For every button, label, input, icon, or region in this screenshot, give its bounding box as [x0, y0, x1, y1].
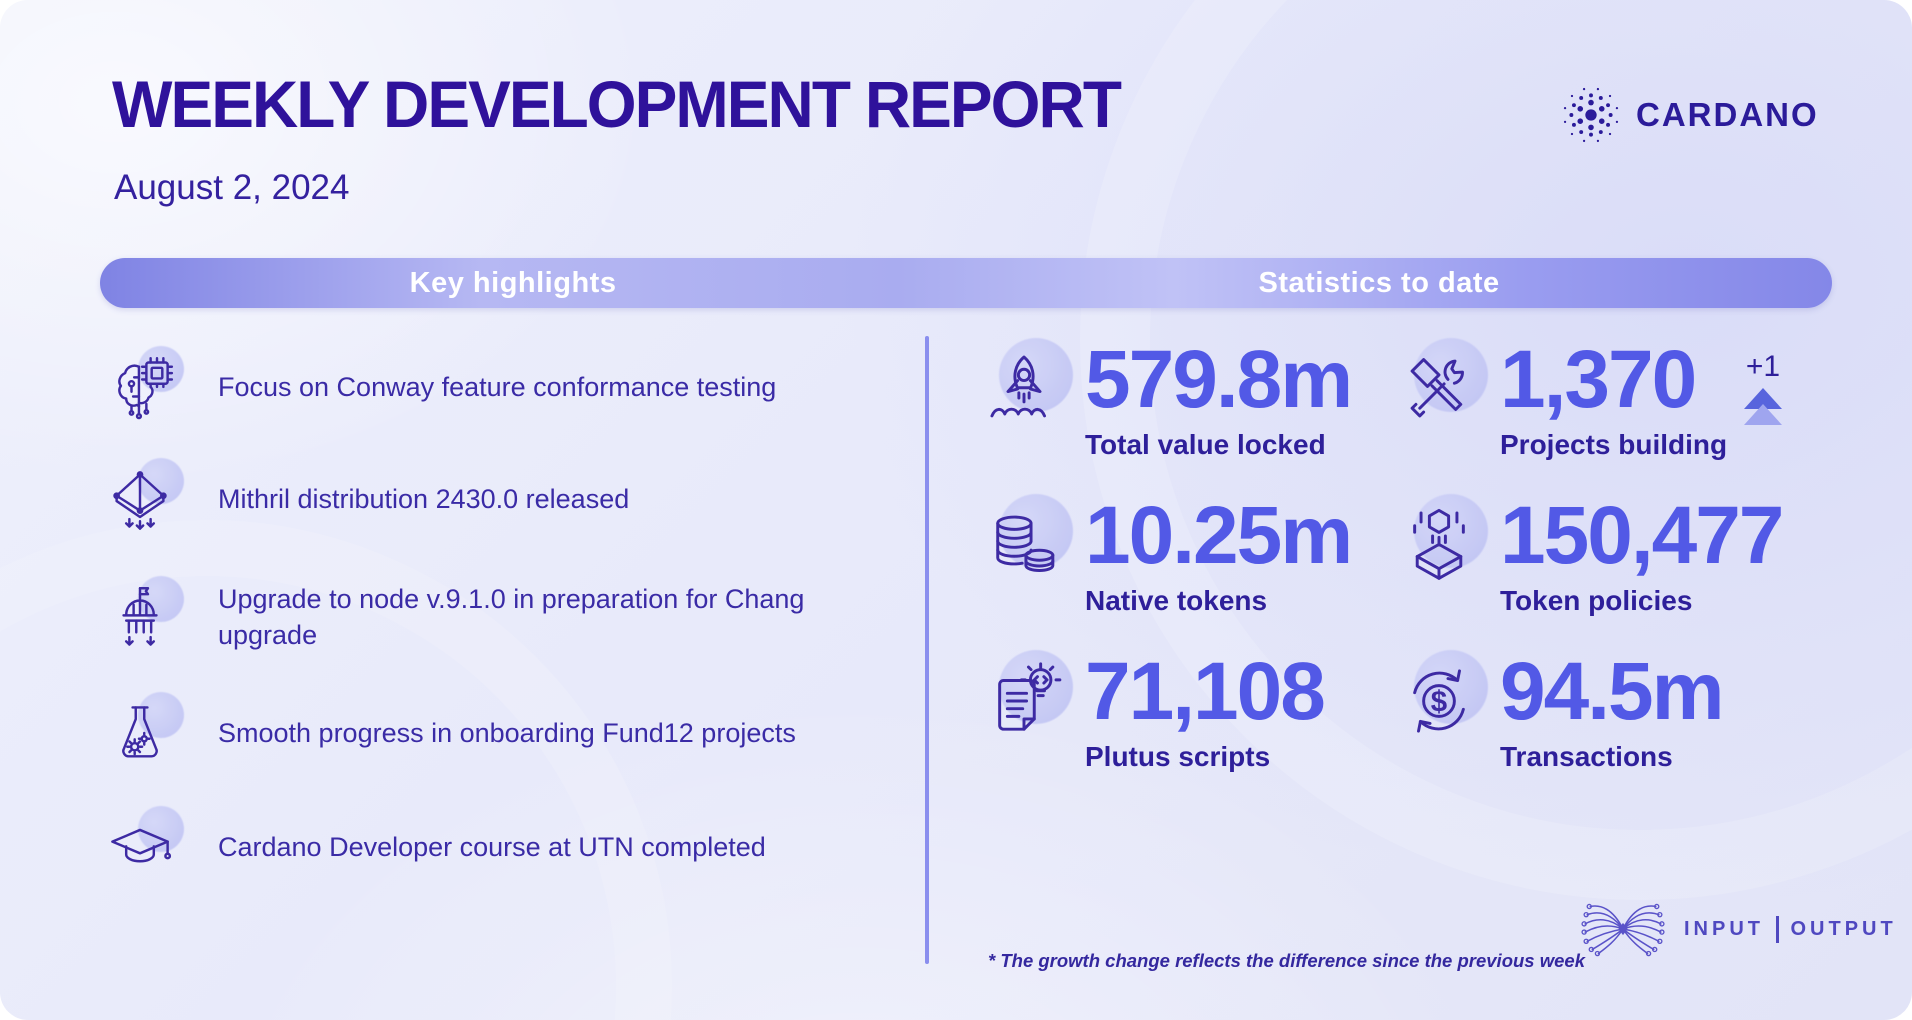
hammer-wrench-icon [1410, 358, 1464, 418]
io-wordmark-output: OUTPUT [1790, 917, 1897, 940]
highlight-text: Upgrade to node v.9.1.0 in preparation f… [218, 584, 805, 650]
stat-total-value-locked: 579.8m Total value locked [983, 334, 1353, 461]
stat-label: Projects building [1500, 429, 1728, 461]
butterfly-logo-icon [1581, 903, 1665, 957]
stat-plutus-scripts: 71,108 Plutus scripts [983, 646, 1326, 773]
cardano-logo-icon [1563, 87, 1619, 143]
stat-native-tokens: 10.25m Native tokens [983, 490, 1353, 617]
input-output-logo: INPUT OUTPUT [1578, 896, 1897, 962]
graduation-cap-icon [111, 828, 172, 863]
svg-text:$: $ [1431, 685, 1447, 718]
coins-icon [996, 515, 1055, 572]
up-triangle-light-icon [1744, 404, 1782, 425]
highlight-text: Focus on Conway feature conformance test… [218, 372, 777, 403]
highlight-item: Smooth progress in onboarding Fund12 pro… [106, 692, 876, 768]
report-date: August 2, 2024 [114, 168, 350, 207]
icon-backdrop [1414, 494, 1488, 568]
weekly-delta-indicator: +1 [1744, 352, 1782, 425]
capitol-icon [122, 586, 158, 646]
section-header-key-highlights: Key highlights [409, 266, 617, 299]
highlight-text: Smooth progress in onboarding Fund12 pro… [218, 718, 796, 749]
page-title: WEEKLY DEVELOPMENT REPORT [112, 67, 1122, 141]
stat-value: 150,477 [1500, 490, 1784, 581]
icon-backdrop [999, 338, 1073, 412]
flask-icon [122, 706, 158, 758]
highlight-text: Mithril distribution 2430.0 released [218, 484, 630, 515]
footnote: * The growth change reflects the differe… [988, 950, 1585, 971]
cardano-logo: CARDANO [1560, 84, 1819, 146]
icon-backdrop [999, 650, 1073, 724]
io-wordmark-input: INPUT [1684, 917, 1764, 940]
highlight-item: Focus on Conway feature conformance test… [106, 346, 876, 422]
stat-value: 71,108 [1085, 646, 1326, 737]
stat-label: Token policies [1500, 585, 1693, 617]
delta-value: +1 [1745, 350, 1781, 383]
stat-label: Total value locked [1085, 429, 1326, 461]
highlight-item: Cardano Developer course at UTN complete… [106, 806, 876, 882]
cardano-wordmark: CARDANO [1636, 96, 1819, 133]
stat-value: 94.5m [1500, 646, 1725, 737]
brain-chip-icon [118, 357, 174, 420]
token-box-icon [1413, 508, 1465, 580]
section-header-statistics: Statistics to date [1258, 266, 1500, 299]
mithril-cube-icon [113, 471, 167, 530]
highlight-text: Cardano Developer course at UTN complete… [218, 832, 766, 863]
stat-value: 1,370 [1500, 334, 1697, 425]
highlight-item: Mithril distribution 2430.0 released [106, 458, 876, 534]
io-wordmark-divider [1776, 915, 1779, 943]
highlight-item: Upgrade to node v.9.1.0 in preparation f… [106, 575, 876, 653]
icon-backdrop [138, 692, 184, 738]
stat-label: Native tokens [1085, 585, 1268, 617]
rocket-icon [990, 355, 1046, 418]
stat-token-policies: 150,477 Token policies [1398, 490, 1784, 617]
stat-projects-building: 1,370 Projects building [1398, 334, 1728, 461]
script-bulb-icon [998, 662, 1062, 731]
column-divider [925, 336, 929, 964]
stat-value: 10.25m [1085, 490, 1353, 581]
stat-label: Transactions [1500, 741, 1673, 773]
section-header-bar: Key highlights Statistics to date [100, 258, 1832, 308]
dollar-cycle-icon: $ [1413, 669, 1465, 733]
stat-transactions: $ 94.5m Transactions [1398, 646, 1725, 773]
stat-label: Plutus scripts [1085, 741, 1271, 773]
stat-value: 579.8m [1085, 334, 1353, 425]
up-triangle-icon [1744, 388, 1782, 409]
